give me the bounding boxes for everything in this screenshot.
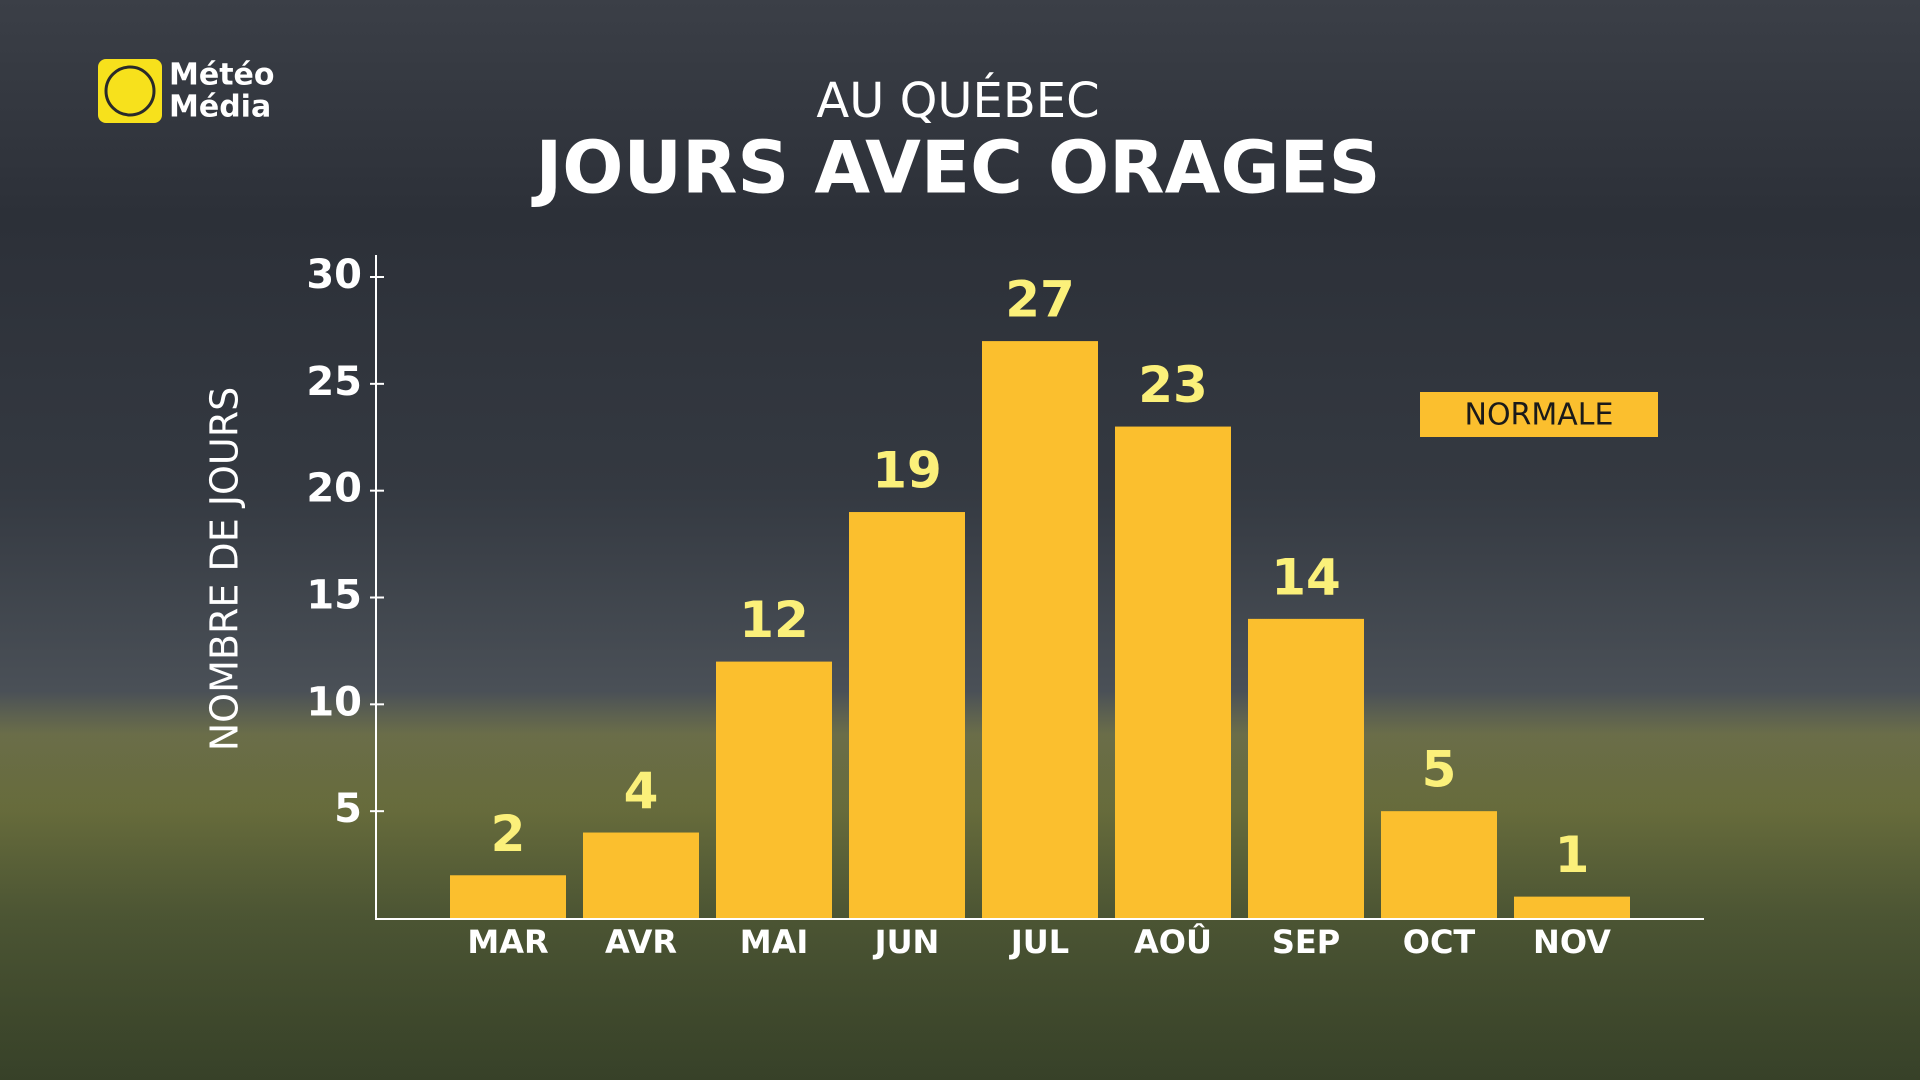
chart-subtitle: AU QUÉBEC (816, 72, 1099, 129)
x-tick-label: JUL (1009, 923, 1069, 961)
value-label: 2 (491, 805, 526, 863)
value-label: 1 (1555, 826, 1590, 884)
value-label: 4 (624, 762, 659, 820)
x-tick-label: AOÛ (1134, 922, 1212, 961)
legend-label: NORMALE (1465, 398, 1614, 433)
bar (1381, 811, 1497, 918)
x-tick-label: AVR (605, 923, 677, 961)
y-tick-label: 10 (306, 679, 362, 725)
x-tick-label: MAR (467, 923, 548, 961)
bar (1115, 426, 1231, 918)
y-tick-label: 25 (306, 359, 362, 405)
y-tick-label: 20 (306, 466, 362, 512)
bar (1248, 618, 1364, 918)
value-label: 5 (1422, 741, 1457, 799)
y-axis-label: NOMBRE DE JOURS (203, 387, 247, 752)
value-label: 14 (1271, 548, 1341, 606)
legend-swatch (1420, 392, 1658, 437)
x-tick-label: MAI (740, 923, 809, 961)
y-tick-label: 5 (334, 786, 362, 832)
x-tick-label: OCT (1403, 923, 1476, 961)
x-tick-label: JUN (873, 923, 940, 961)
y-tick-label: 30 (306, 252, 362, 298)
x-tick-label: SEP (1272, 923, 1340, 961)
y-tick-label: 15 (306, 573, 362, 619)
logo-text: Média (169, 90, 271, 125)
bar (583, 832, 699, 918)
chart-title: JOURS AVEC ORAGES (531, 126, 1381, 210)
bar (716, 661, 832, 918)
logo-icon (98, 59, 162, 123)
bar (1514, 896, 1630, 918)
value-label: 27 (1005, 271, 1075, 329)
x-tick-label: NOV (1533, 923, 1611, 961)
bar (982, 341, 1098, 919)
value-label: 23 (1138, 356, 1208, 414)
value-label: 12 (739, 591, 809, 649)
bar (849, 512, 965, 918)
value-label: 19 (872, 442, 942, 500)
logo-globe (104, 65, 156, 117)
logo-text: Météo (169, 58, 275, 93)
bar (450, 875, 566, 918)
